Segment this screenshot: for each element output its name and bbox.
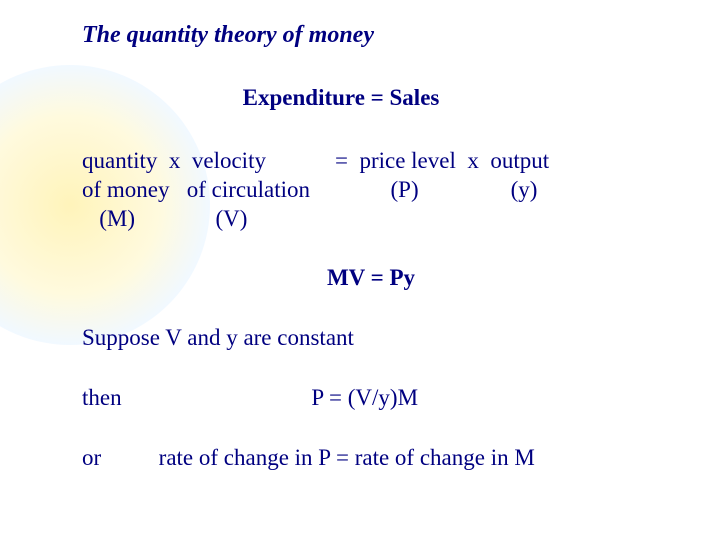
- slide-title: The quantity theory of money: [82, 22, 660, 49]
- then-equation: then P = (V/y)M: [82, 385, 660, 411]
- eq-line-3: (M) (V): [82, 206, 247, 231]
- equation-expenditure-sales: Expenditure = Sales: [82, 85, 660, 111]
- slide-content: The quantity theory of money Expenditure…: [0, 0, 720, 471]
- or-equation: or rate of change in P = rate of change …: [82, 445, 660, 471]
- assumption-text: Suppose V and y are constant: [82, 325, 660, 351]
- eq-line-2: of money of circulation (P) (y): [82, 177, 537, 202]
- equation-definition-block: quantity x velocity = price level x outp…: [82, 147, 660, 233]
- equation-mv-py: MV = Py: [82, 265, 660, 291]
- eq-line-1: quantity x velocity = price level x outp…: [82, 148, 549, 173]
